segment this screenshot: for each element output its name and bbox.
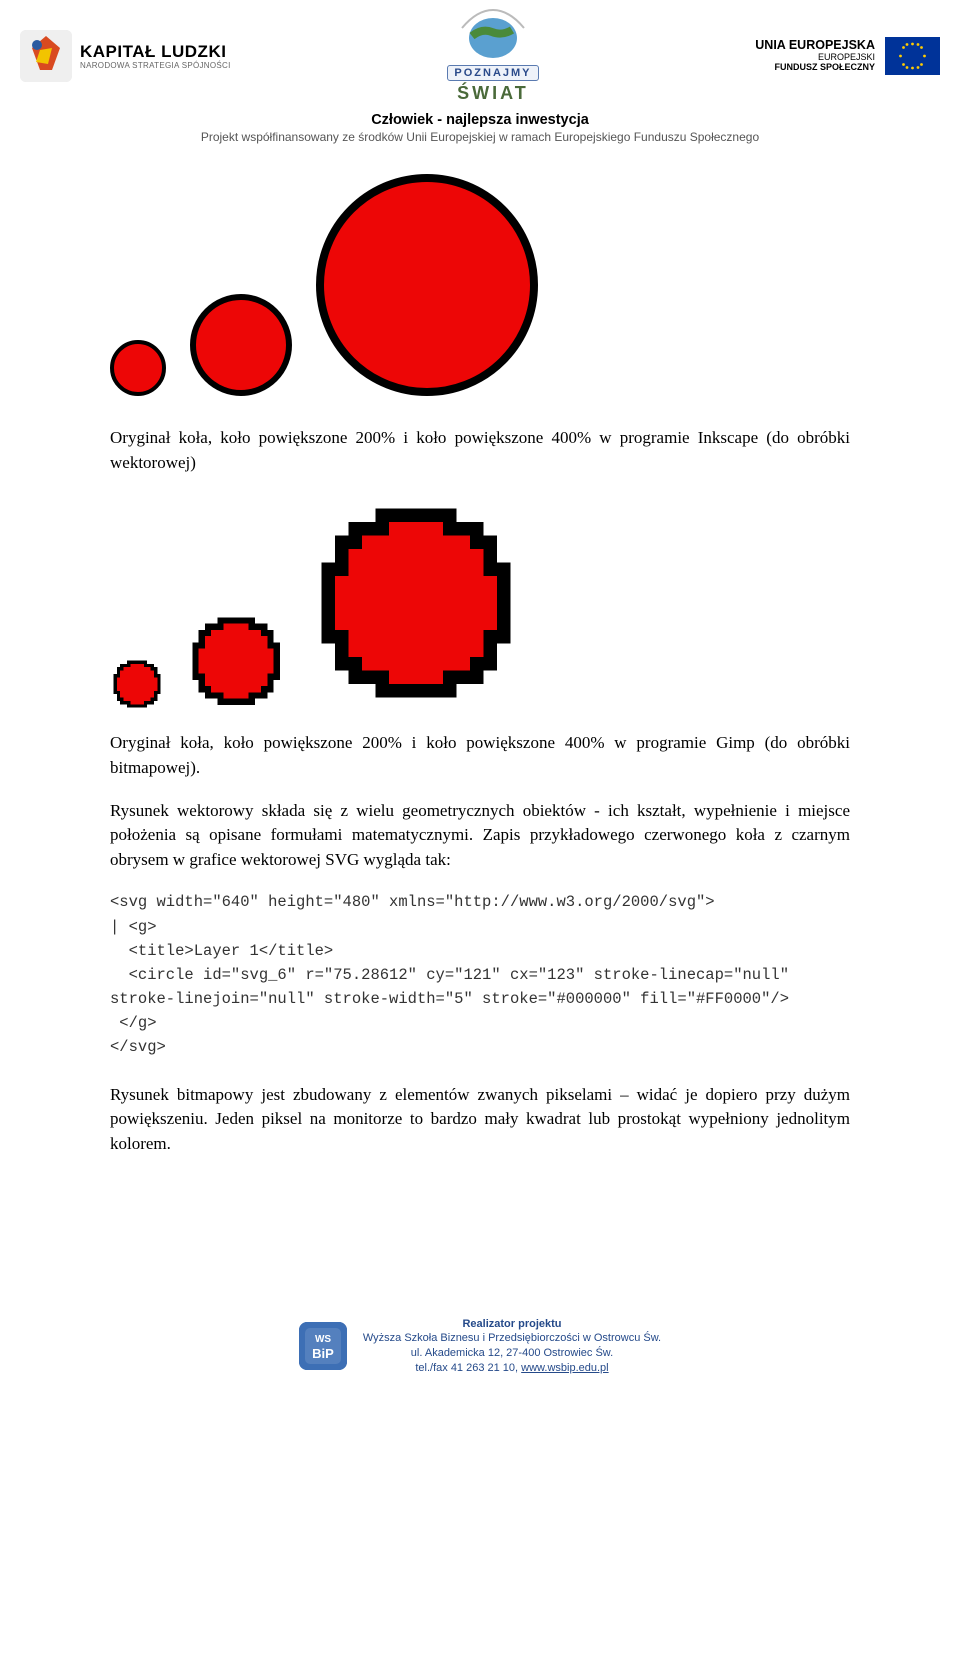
svg-text:WS: WS [315, 1334, 331, 1345]
eu-line1: UNIA EUROPEJSKA [755, 39, 875, 53]
footer-line4: tel./fax 41 263 21 10, www.wsbip.edu.pl [363, 1361, 661, 1376]
content-area: Oryginał koła, koło powiększone 200% i k… [0, 144, 960, 1157]
vector-circle [110, 340, 166, 396]
eu-block: UNIA EUROPEJSKA EUROPEJSKI FUNDUSZ SPOŁE… [755, 37, 940, 75]
footer-line3: ul. Akademicka 12, 27-400 Ostrowiec Św. [363, 1346, 661, 1361]
raster-circle [186, 611, 286, 711]
vector-circle [190, 294, 292, 396]
page: KAPITAŁ LUDZKI NARODOWA STRATEGIA SPÓJNO… [0, 0, 960, 1416]
poznajmy-label: POZNAJMY [447, 65, 538, 81]
kapital-line2: NARODOWA STRATEGIA SPÓJNOŚCI [80, 62, 231, 70]
subtitle-light: Projekt współfinansowany ze środków Unii… [0, 130, 960, 144]
raster-circle [110, 657, 164, 711]
paragraph-raster-caption: Oryginał koła, koło powiększone 200% i k… [110, 731, 850, 780]
kapital-line1: KAPITAŁ LUDZKI [80, 43, 231, 60]
footer-line2: Wyższa Szkoła Biznesu i Przedsiębiorczoś… [363, 1331, 661, 1346]
kapital-logo-icon [20, 30, 72, 82]
footer-line4-prefix: tel./fax 41 263 21 10, [415, 1362, 521, 1374]
paragraph-vector-explain: Rysunek wektorowy składa się z wielu geo… [110, 799, 850, 873]
header-band: KAPITAŁ LUDZKI NARODOWA STRATEGIA SPÓJNO… [0, 0, 960, 104]
header-subtitle: Człowiek - najlepsza inwestycja Projekt … [0, 112, 960, 144]
swiat-label: ŚWIAT [447, 83, 538, 104]
vector-circles-row [110, 174, 850, 406]
paragraph-bitmap-explain: Rysunek bitmapowy jest zbudowany z eleme… [110, 1083, 850, 1157]
raster-circles-row [110, 495, 850, 711]
globe-icon [452, 8, 534, 58]
eu-flag-icon [885, 37, 940, 75]
kapital-text: KAPITAŁ LUDZKI NARODOWA STRATEGIA SPÓJNO… [80, 43, 231, 70]
svg-code-block: <svg width="640" height="480" xmlns="htt… [110, 890, 850, 1058]
subtitle-bold: Człowiek - najlepsza inwestycja [0, 112, 960, 128]
footer-link[interactable]: www.wsbip.edu.pl [521, 1362, 608, 1374]
paragraph-vector-caption: Oryginał koła, koło powiększone 200% i k… [110, 426, 850, 475]
raster-circle [308, 495, 524, 711]
vector-circle [316, 174, 538, 396]
center-logo: POZNAJMY ŚWIAT [447, 8, 538, 104]
svg-text:BiP: BiP [312, 1346, 334, 1361]
footer: WS BiP Realizator projektu Wyższa Szkoła… [0, 1317, 960, 1376]
footer-text: Realizator projektu Wyższa Szkoła Biznes… [363, 1317, 661, 1376]
footer-logo-icon: WS BiP [299, 1322, 347, 1370]
eu-text: UNIA EUROPEJSKA EUROPEJSKI FUNDUSZ SPOŁE… [755, 39, 875, 73]
footer-line1: Realizator projektu [363, 1317, 661, 1332]
kapital-logo-block: KAPITAŁ LUDZKI NARODOWA STRATEGIA SPÓJNO… [20, 30, 231, 82]
eu-line3: FUNDUSZ SPOŁECZNY [755, 63, 875, 73]
